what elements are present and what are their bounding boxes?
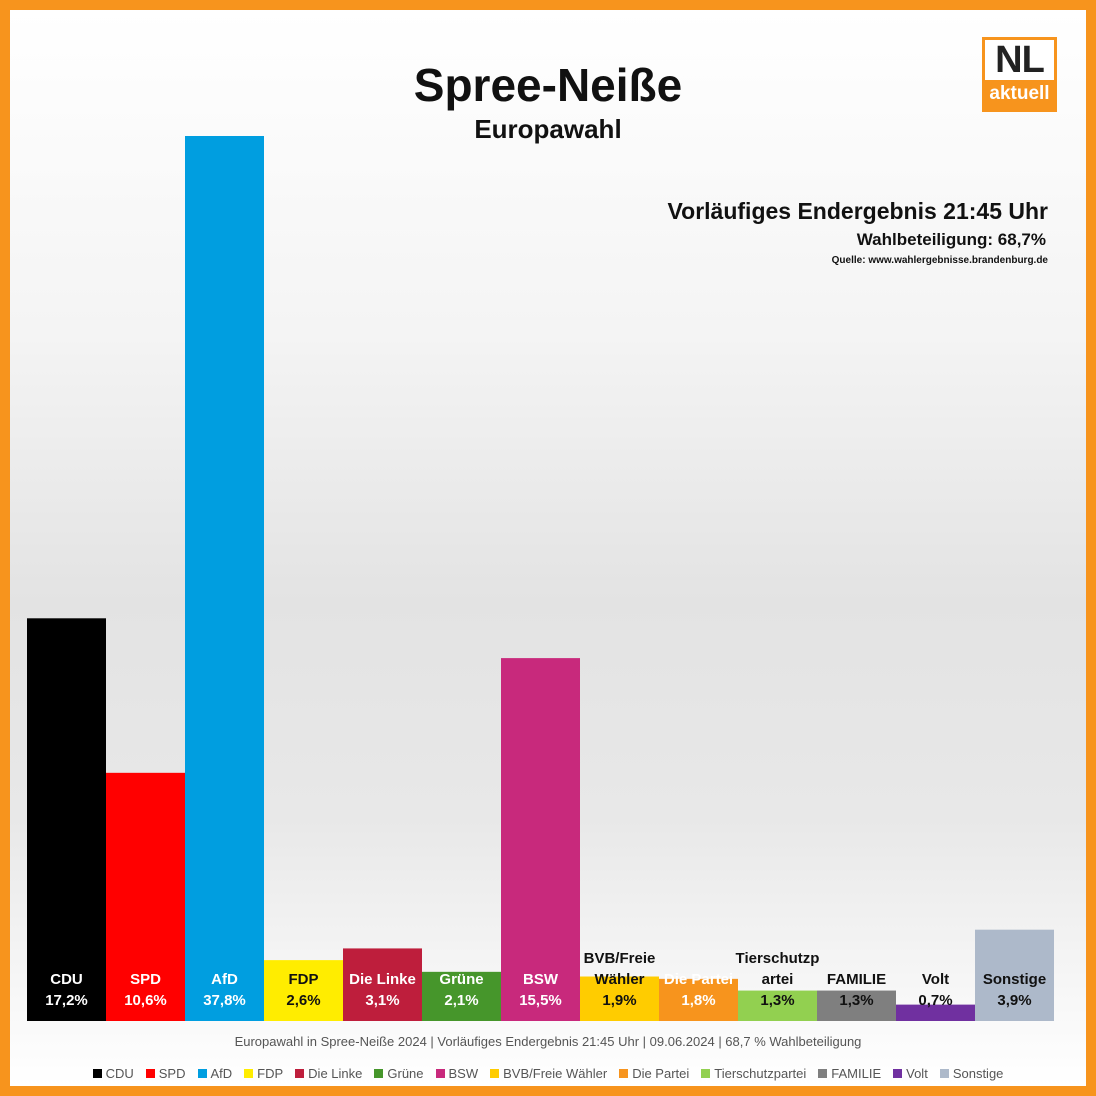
legend-item: BSW [435, 1066, 479, 1081]
legend-label: Die Linke [308, 1066, 363, 1081]
chart-legend: CDU SPD AfD FDP Die Linke Grüne BSW BVB/Freie W… [10, 1066, 1086, 1081]
bar-bsw [501, 658, 580, 1021]
legend-label: SPD [158, 1066, 186, 1081]
chart-footer: Europawahl in Spree-Neiße 2024 | Vorläuf… [234, 1034, 862, 1049]
bar-label: 0,7% [918, 992, 952, 1009]
legend-swatch [374, 1069, 384, 1078]
bar-label: 2,6% [286, 992, 320, 1009]
bar-bvb-freie-wähler [580, 976, 659, 1021]
bar-die-linke [343, 948, 422, 1021]
bar-cdu [27, 618, 106, 1021]
legend-item: CDU [92, 1066, 134, 1081]
legend-swatch [145, 1069, 155, 1078]
legend-label: Volt [906, 1066, 928, 1081]
legend-label: FDP [257, 1066, 284, 1081]
bar-volt [896, 1004, 975, 1021]
bar-label: Wähler [594, 971, 644, 988]
legend-swatch [244, 1069, 254, 1078]
legend-item: Die Linke [295, 1066, 362, 1081]
legend-swatch [435, 1069, 445, 1078]
legend-swatch [939, 1069, 949, 1078]
logo-main-text: NL [985, 40, 1054, 80]
legend-label: Tierschutzpartei [714, 1066, 807, 1081]
legend-swatch [893, 1069, 903, 1078]
source-text: Quelle: www.wahlergebnisse.brandenburg.d… [831, 255, 1048, 266]
turnout-text: Wahlbeteiligung: 68,7% [856, 230, 1046, 249]
legend-item: AfD [197, 1066, 233, 1081]
legend-label: CDU [105, 1066, 134, 1081]
bar-chart: CDU 17,2% SPD 10,6% AfD 37,8% FDP 2,6% Die Linke… [27, 136, 1054, 1021]
logo-sub-text: aktuell [989, 83, 1050, 104]
bar-label: SPD [130, 971, 161, 988]
bar-label: 3,9% [997, 992, 1031, 1009]
legend-swatch [619, 1069, 629, 1078]
legend-label: Die Partei [632, 1066, 690, 1081]
bar-label: 15,5% [519, 992, 562, 1009]
legend-item: FDP [244, 1066, 283, 1081]
bar-label: 10,6% [124, 992, 167, 1009]
legend-label: BSW [448, 1066, 479, 1081]
bar-spd [106, 772, 185, 1021]
legend-item: FAMILIE [818, 1066, 881, 1081]
bar-label: Die Linke [349, 971, 416, 988]
bar-label: 3,1% [365, 992, 399, 1009]
bar-label: CDU [50, 971, 83, 988]
legend-item: Tierschutzpartei [701, 1066, 806, 1081]
nl-aktuell-logo: NL aktuell [982, 37, 1057, 112]
legend-swatch [92, 1069, 102, 1078]
legend-label: AfD [210, 1066, 233, 1081]
legend-item: SPD [145, 1066, 186, 1081]
legend-item: Volt [893, 1066, 928, 1081]
bar-sonstige [975, 929, 1054, 1021]
legend-item: Sonstige [939, 1066, 1004, 1081]
bar-die-partei [659, 978, 738, 1021]
bar-label: FAMILIE [827, 971, 886, 988]
legend-swatch [701, 1069, 711, 1078]
legend-label: BVB/Freie Wähler [503, 1066, 608, 1081]
bar-label: AfD [211, 971, 238, 988]
bar-label: 1,8% [681, 992, 715, 1009]
bar-label: BSW [523, 971, 559, 988]
chart-title: Spree-Neiße [413, 59, 683, 111]
bar-label: 17,2% [45, 992, 88, 1009]
bar-label: 1,3% [760, 992, 794, 1009]
bar-tierschutzpartei [738, 990, 817, 1021]
legend-item: BVB/Freie Wähler [490, 1066, 607, 1081]
bar-label: Sonstige [983, 971, 1046, 988]
bar-label: artei [762, 971, 794, 988]
bar-label: Die Partei [664, 971, 733, 988]
legend-swatch [197, 1069, 207, 1078]
legend-swatch [490, 1069, 500, 1078]
result-status-headline: Vorläufiges Endergebnis 21:45 Uhr [667, 198, 1048, 224]
chart-subtitle: Europawahl [474, 114, 622, 144]
bar-label: 1,9% [602, 992, 636, 1009]
legend-label: FAMILIE [831, 1066, 882, 1081]
legend-swatch [818, 1069, 828, 1078]
bar-label: Tierschutzp [736, 950, 820, 967]
bar-label: BVB/Freie [584, 950, 656, 967]
bar-afd [185, 136, 264, 1021]
legend-label: Grüne [387, 1066, 424, 1081]
bar-label: 37,8% [203, 992, 246, 1009]
legend-item: Grüne [374, 1066, 424, 1081]
bar-grüne [422, 971, 501, 1021]
legend-label: Sonstige [952, 1066, 1004, 1081]
bar-fdp [264, 960, 343, 1021]
bar-label: FDP [289, 971, 319, 988]
legend-item: Die Partei [619, 1066, 689, 1081]
bar-label: 1,3% [839, 992, 873, 1009]
bar-familie [817, 990, 896, 1021]
bar-label: 2,1% [444, 992, 478, 1009]
bar-label: Volt [922, 971, 949, 988]
bar-label: Grüne [439, 971, 483, 988]
legend-swatch [295, 1069, 305, 1078]
